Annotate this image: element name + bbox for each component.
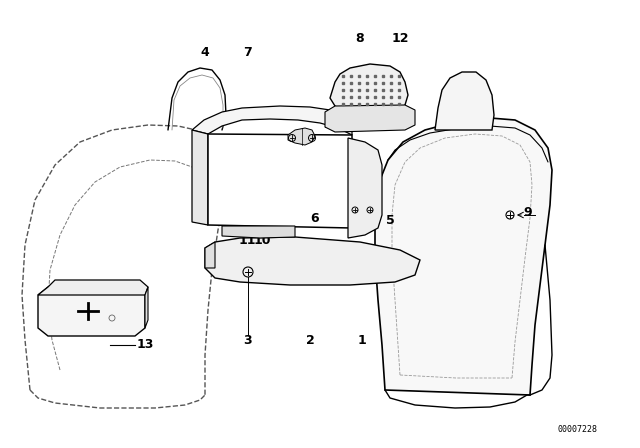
- Polygon shape: [348, 138, 382, 238]
- Polygon shape: [435, 72, 494, 130]
- Polygon shape: [208, 134, 352, 228]
- Polygon shape: [330, 64, 408, 115]
- Text: 11: 11: [238, 233, 256, 246]
- Text: 00007228: 00007228: [558, 426, 598, 435]
- Polygon shape: [192, 130, 208, 225]
- Polygon shape: [192, 106, 352, 135]
- Text: 13: 13: [136, 339, 154, 352]
- Text: 3: 3: [244, 333, 252, 346]
- Polygon shape: [375, 118, 552, 395]
- Text: 6: 6: [310, 211, 319, 224]
- Text: 7: 7: [244, 46, 252, 59]
- Polygon shape: [288, 128, 315, 145]
- Polygon shape: [145, 287, 148, 328]
- Text: 9: 9: [524, 207, 532, 220]
- Text: 4: 4: [200, 46, 209, 59]
- Polygon shape: [205, 237, 420, 285]
- Text: 1: 1: [358, 333, 366, 346]
- Polygon shape: [38, 280, 148, 295]
- Text: 8: 8: [356, 31, 364, 44]
- Text: 2: 2: [306, 333, 314, 346]
- Polygon shape: [325, 105, 415, 132]
- Text: 10: 10: [253, 233, 271, 246]
- Text: 5: 5: [386, 214, 394, 227]
- Polygon shape: [205, 242, 215, 268]
- Polygon shape: [222, 226, 295, 238]
- Text: 12: 12: [391, 31, 409, 44]
- Polygon shape: [38, 287, 145, 336]
